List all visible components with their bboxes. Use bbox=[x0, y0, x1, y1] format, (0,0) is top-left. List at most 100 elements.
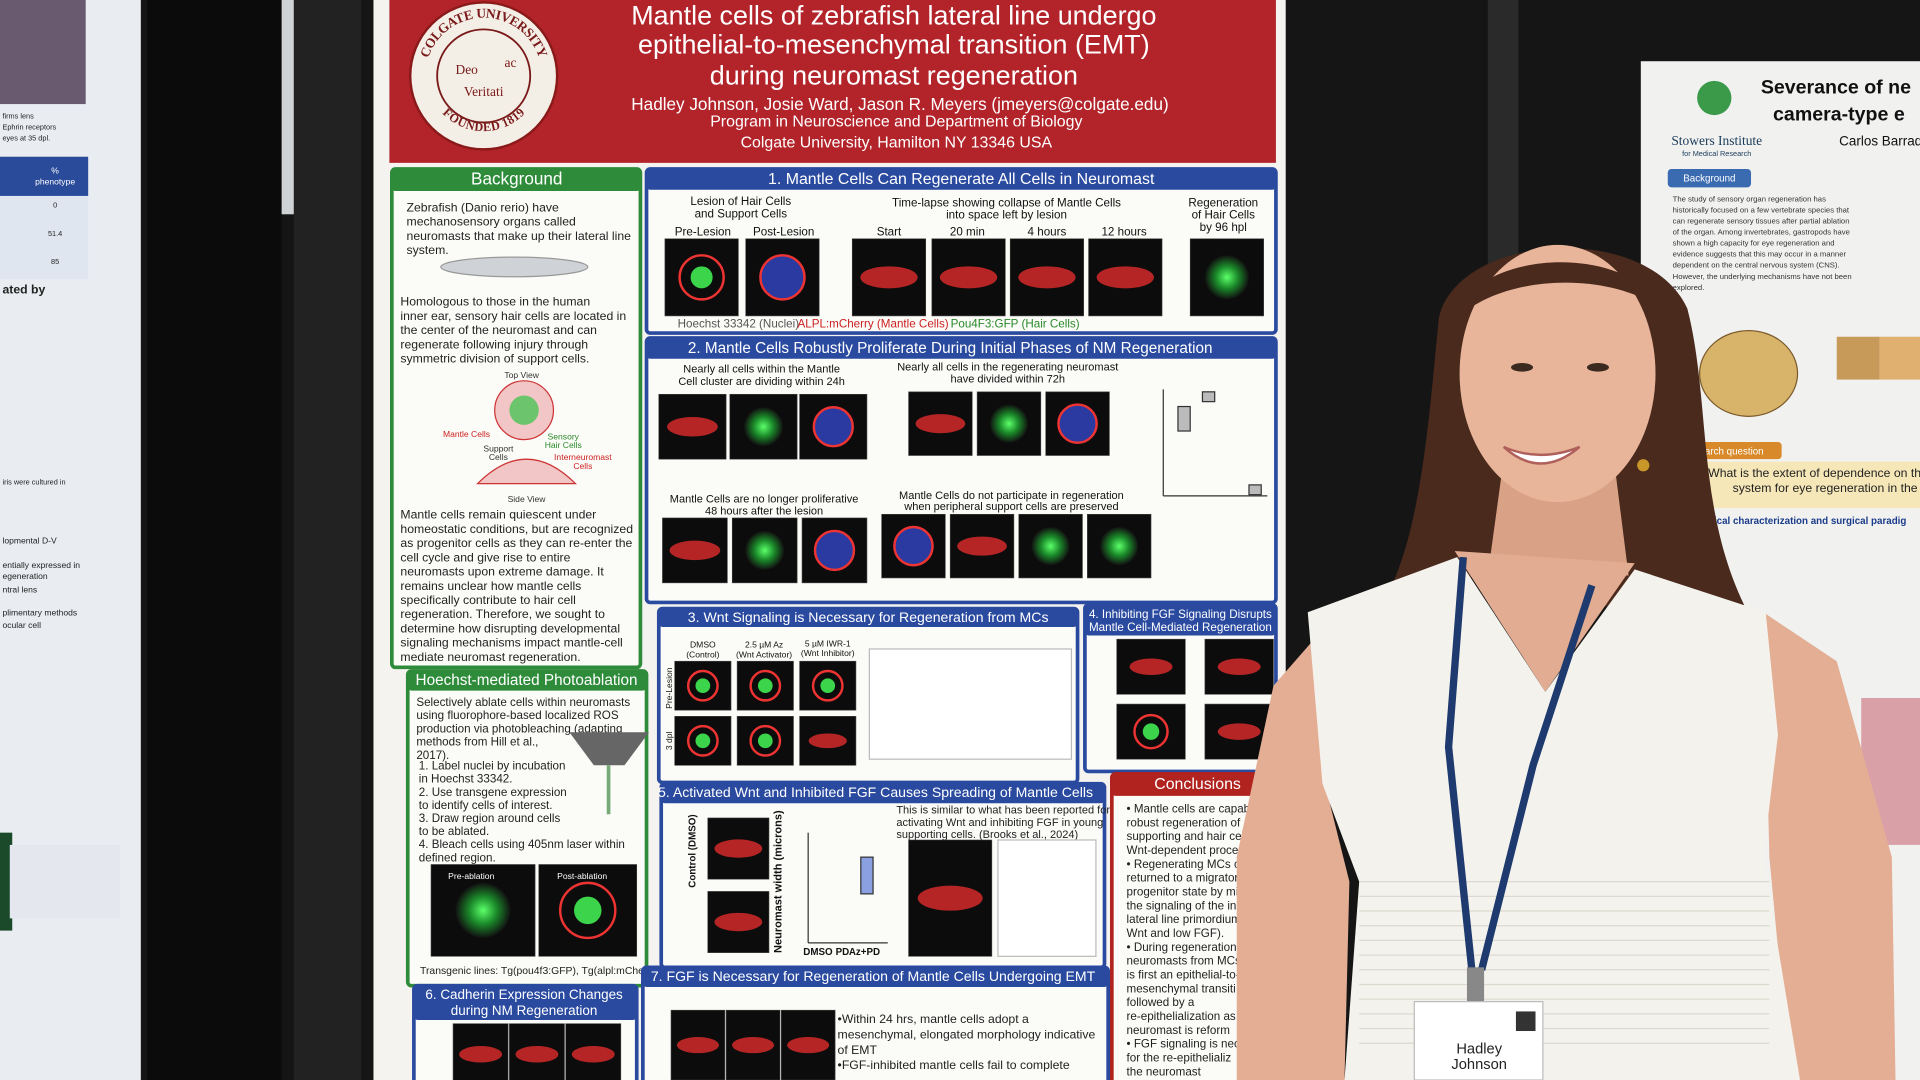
cell-cluster bbox=[760, 255, 805, 300]
section-header bbox=[407, 671, 647, 691]
tag-text: Research question bbox=[1682, 446, 1764, 457]
mantle-cells bbox=[917, 885, 983, 911]
cell-core bbox=[1142, 723, 1160, 740]
seal-motto: ac bbox=[504, 55, 516, 70]
figure-label: Support bbox=[483, 444, 514, 454]
box-plot bbox=[1248, 484, 1262, 496]
box-plot bbox=[860, 856, 874, 895]
box-plot bbox=[1201, 391, 1216, 403]
section-heading: 7. FGF is Necessary for Regeneration of … bbox=[651, 968, 1096, 984]
seal-ring bbox=[436, 28, 532, 124]
figure-label: Neuromast width (microns) bbox=[773, 810, 785, 953]
body-text: The study of sensory organ regeneration … bbox=[1673, 195, 1826, 204]
body-text: mechanosensory organs called bbox=[407, 215, 577, 229]
mantle-cells bbox=[676, 1037, 719, 1054]
body-text: 2017). bbox=[416, 749, 449, 762]
figure-label: by 96 hpl bbox=[1200, 221, 1247, 234]
figure-label: 12 hours bbox=[1101, 226, 1146, 239]
figure-label: (Control) bbox=[686, 649, 719, 659]
figure-label: Lesion of Hair Cells bbox=[690, 195, 791, 208]
body-text: using fluorophore-based localized ROS bbox=[416, 709, 619, 722]
cell-ring bbox=[558, 881, 617, 940]
body-text: for the re-epithelializ bbox=[1127, 1052, 1232, 1065]
cell-cluster bbox=[1204, 255, 1249, 300]
figure-label: Side View bbox=[508, 494, 547, 504]
body-text: •Within 24 hrs, mantle cells adopt a bbox=[838, 1012, 1029, 1026]
cell-cluster bbox=[744, 407, 783, 447]
cell-ring bbox=[749, 669, 782, 702]
body-text: the center of the neuromast and can bbox=[400, 323, 597, 337]
body-text: neuromasts that make up their lateral li… bbox=[407, 229, 632, 243]
fragment-text: ntral lens bbox=[2, 584, 37, 594]
fragment-text: egeneration bbox=[2, 571, 47, 581]
eye bbox=[1586, 363, 1609, 372]
table-header: phenotype bbox=[35, 177, 75, 187]
figure-label: DMSO bbox=[803, 947, 833, 958]
authors: Hadley Johnson, Josie Ward, Jason R. Mey… bbox=[631, 94, 1168, 114]
figure-label: Mantle Cells are no longer proliferative bbox=[670, 493, 859, 505]
body-text: progenitor state by mimi bbox=[1127, 885, 1251, 898]
body-text: in Hoechst 33342. bbox=[419, 773, 513, 786]
cell-ring bbox=[1133, 713, 1169, 750]
figure-label: Hoechst 33342 (Nuclei) bbox=[678, 318, 800, 331]
figure-label: Time-lapse showing collapse of Mantle Ce… bbox=[892, 196, 1121, 209]
body-text: specifically contribute to hair cell bbox=[400, 593, 575, 607]
body-text: can regenerate sensory tissues after par… bbox=[1673, 217, 1850, 226]
section-heading: Mantle Cell-Mediated Regeneration bbox=[1089, 621, 1272, 634]
body-text: neuromast is reform bbox=[1127, 1024, 1230, 1037]
body-text: returned to a migratory bbox=[1127, 872, 1245, 885]
snail-shell bbox=[1698, 330, 1799, 417]
body-text: the signaling of the initi bbox=[1127, 899, 1245, 912]
body-text: to be ablated. bbox=[419, 825, 489, 838]
eye bbox=[1511, 363, 1534, 372]
institute: Stowers Institute bbox=[1671, 133, 1762, 148]
body-text: mesenchymal transiti bbox=[1127, 982, 1236, 995]
seal-motto: Deo bbox=[456, 62, 479, 77]
figure-label: Sensory bbox=[548, 431, 580, 441]
figure-label: 4 hours bbox=[1028, 226, 1067, 239]
chart-area bbox=[997, 839, 1097, 957]
section-header bbox=[658, 608, 1078, 627]
figure-label: Post-Lesion bbox=[753, 226, 814, 239]
mantle-cells bbox=[732, 1037, 775, 1054]
section-heading: 3. Wnt Signaling is Necessary for Regene… bbox=[688, 609, 1049, 625]
body-text: methods from Hill et al., bbox=[416, 736, 538, 749]
photo bbox=[1879, 336, 1920, 380]
body-text: mesenchymal, elongated morphology indica… bbox=[838, 1028, 1096, 1042]
table-header: % bbox=[51, 166, 59, 176]
mantle-cells bbox=[939, 266, 998, 289]
cell-core bbox=[820, 678, 836, 694]
panel bbox=[293, 0, 362, 1080]
mantle-cells bbox=[787, 1037, 830, 1054]
poster-title: Severance of ne bbox=[1761, 76, 1911, 98]
figure-label: Mantle Cells do not participate in regen… bbox=[899, 490, 1124, 502]
photo bbox=[1836, 336, 1880, 380]
figure-label: Cell cluster are dividing within 24h bbox=[678, 376, 845, 388]
body-text: shown a high capacity for eye regenerati… bbox=[1673, 239, 1835, 248]
fragment-text: plimentary methods bbox=[2, 608, 77, 618]
figure-label: ALPL:mCherry (Mantle Cells) bbox=[797, 318, 948, 331]
caption: Transgenic lines: Tg(pou4f3:GFP), Tg(alp… bbox=[420, 966, 659, 977]
left-note bbox=[9, 844, 120, 919]
mantle-cells bbox=[714, 912, 763, 932]
body-text: is first an epithelial-to- bbox=[1127, 969, 1240, 982]
body-text: supporting cells. (Brooks et al., 2024) bbox=[896, 829, 1078, 841]
cell-ring bbox=[811, 669, 844, 702]
figure-label: have divided within 72h bbox=[950, 373, 1065, 385]
body-text: remains unclear how mantle cells bbox=[400, 579, 581, 593]
cell-ring bbox=[812, 406, 854, 448]
section-heading: Background bbox=[471, 169, 562, 189]
figure-label: Cells bbox=[489, 452, 508, 462]
section-header bbox=[661, 783, 1105, 804]
affiliation: Colgate University, Hamilton NY 13346 US… bbox=[741, 134, 1053, 151]
tag bbox=[1667, 168, 1752, 188]
body-text: • During regeneration o bbox=[1127, 941, 1247, 954]
figure-label: Cells bbox=[573, 461, 592, 471]
body-text: Homologous to those in the human bbox=[400, 295, 590, 309]
figure-label: DMSO bbox=[690, 640, 716, 650]
figure-label: and Support Cells bbox=[695, 207, 788, 220]
tree-logo bbox=[1697, 80, 1732, 116]
badge-name: Hadley bbox=[1456, 1041, 1502, 1057]
mantle-cells bbox=[667, 417, 718, 437]
